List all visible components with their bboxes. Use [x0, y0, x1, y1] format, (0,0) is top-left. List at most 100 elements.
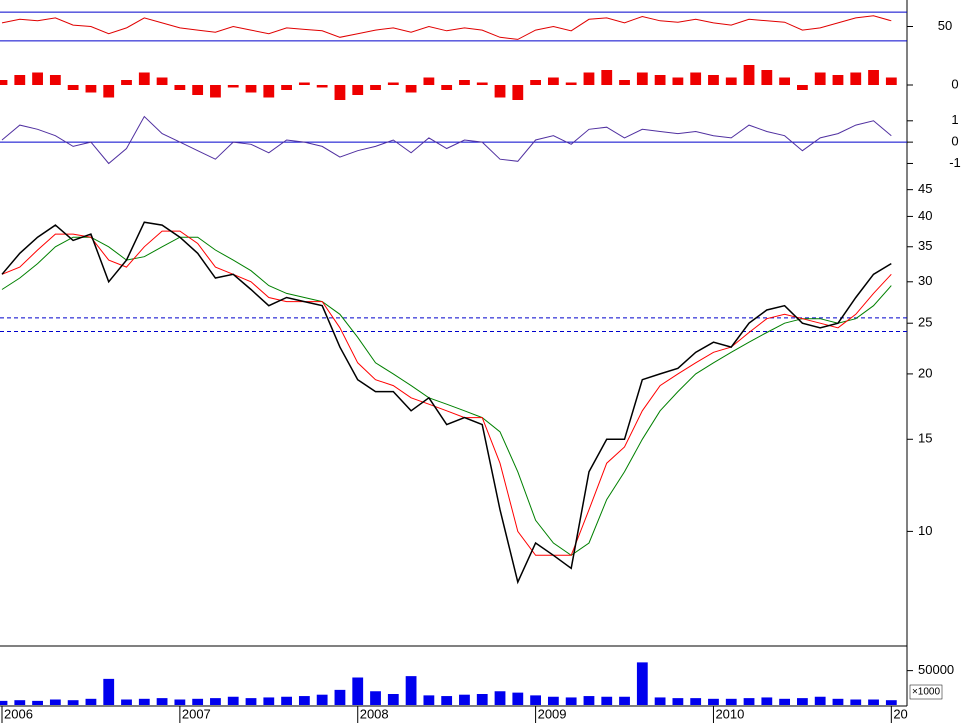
bar: [334, 689, 346, 705]
bar: [103, 85, 115, 98]
bar: [103, 678, 115, 705]
unit-box: [909, 684, 943, 700]
bar: [725, 77, 737, 85]
bar: [138, 72, 150, 85]
bar: [370, 691, 381, 705]
bar: [619, 80, 630, 85]
bar: [476, 694, 488, 705]
bar: [0, 700, 8, 705]
bar: [743, 65, 755, 85]
bar: [850, 699, 862, 705]
bar: [441, 696, 453, 705]
bar: [494, 85, 506, 98]
bar: [138, 698, 150, 705]
bar: [316, 694, 328, 705]
bar: [601, 70, 613, 85]
bar: [156, 698, 168, 705]
bar: [352, 677, 364, 705]
bar: [796, 698, 808, 705]
bar: [832, 698, 844, 705]
bar: [32, 72, 43, 85]
y-tick-label: 45: [918, 181, 932, 196]
bar: [868, 699, 879, 705]
bar: [761, 70, 773, 85]
bar: [476, 82, 488, 85]
bar: [67, 85, 79, 90]
series-line: [1, 230, 892, 556]
bar: [156, 77, 168, 85]
bar: [281, 696, 292, 705]
bar: [14, 75, 26, 85]
bar: [885, 77, 897, 85]
bar: [85, 85, 97, 93]
bar: [583, 72, 595, 85]
bar: [85, 698, 97, 705]
bar: [708, 698, 719, 705]
bar: [779, 77, 791, 85]
bar: [227, 696, 239, 705]
bar: [583, 696, 595, 705]
x-tick-label: 2008: [360, 706, 389, 721]
bar: [512, 85, 524, 100]
bar: [547, 77, 559, 85]
bar: [210, 85, 221, 98]
bar: [245, 85, 257, 93]
y-tick-label: 35: [918, 238, 932, 253]
bar: [67, 700, 79, 705]
x-tick-label: 20: [893, 706, 907, 721]
bar: [459, 80, 470, 85]
bar: [281, 85, 292, 90]
y-tick-label: 50000: [918, 662, 954, 677]
bar: [814, 72, 826, 85]
series-line: [1, 15, 892, 40]
bar: [547, 696, 559, 705]
bar: [0, 80, 8, 85]
y-tick-label: -1: [949, 155, 961, 170]
y-tick-label: 50: [938, 18, 952, 33]
y-tick-label: 40: [918, 208, 932, 223]
y-tick-label: 10: [918, 523, 932, 538]
bar: [441, 85, 453, 90]
series-line: [1, 221, 892, 585]
bar: [530, 80, 541, 85]
bar: [174, 85, 186, 90]
bar: [14, 700, 26, 705]
bar: [174, 699, 186, 705]
bar: [494, 691, 506, 705]
bar: [814, 696, 826, 705]
bar: [672, 698, 684, 705]
bar: [832, 75, 844, 85]
bar: [263, 697, 275, 705]
bar: [263, 85, 275, 98]
unit-label: ×1000: [912, 687, 941, 698]
y-tick-label: 30: [918, 273, 932, 288]
bar: [352, 85, 364, 95]
y-tick-label: 15: [918, 431, 932, 446]
bar: [298, 82, 310, 85]
bar: [690, 72, 702, 85]
bar: [512, 692, 524, 705]
bar: [885, 700, 897, 705]
bar: [601, 696, 613, 705]
bar: [192, 698, 204, 705]
x-tick-label: 2010: [715, 706, 744, 721]
y-tick-label: 0: [951, 134, 958, 149]
bar: [459, 694, 470, 705]
bar: [636, 72, 648, 85]
x-tick-label: 2006: [4, 706, 33, 721]
bar: [227, 85, 239, 88]
x-tick-label: 2009: [538, 706, 567, 721]
series-line: [1, 236, 892, 556]
bar: [796, 85, 808, 90]
bar: [779, 698, 791, 705]
bar: [245, 698, 257, 705]
bar: [121, 80, 132, 85]
bar: [530, 695, 541, 705]
bar: [49, 75, 61, 85]
bar: [121, 699, 132, 705]
bar: [423, 77, 435, 85]
bar: [405, 85, 417, 93]
bar: [850, 72, 862, 85]
